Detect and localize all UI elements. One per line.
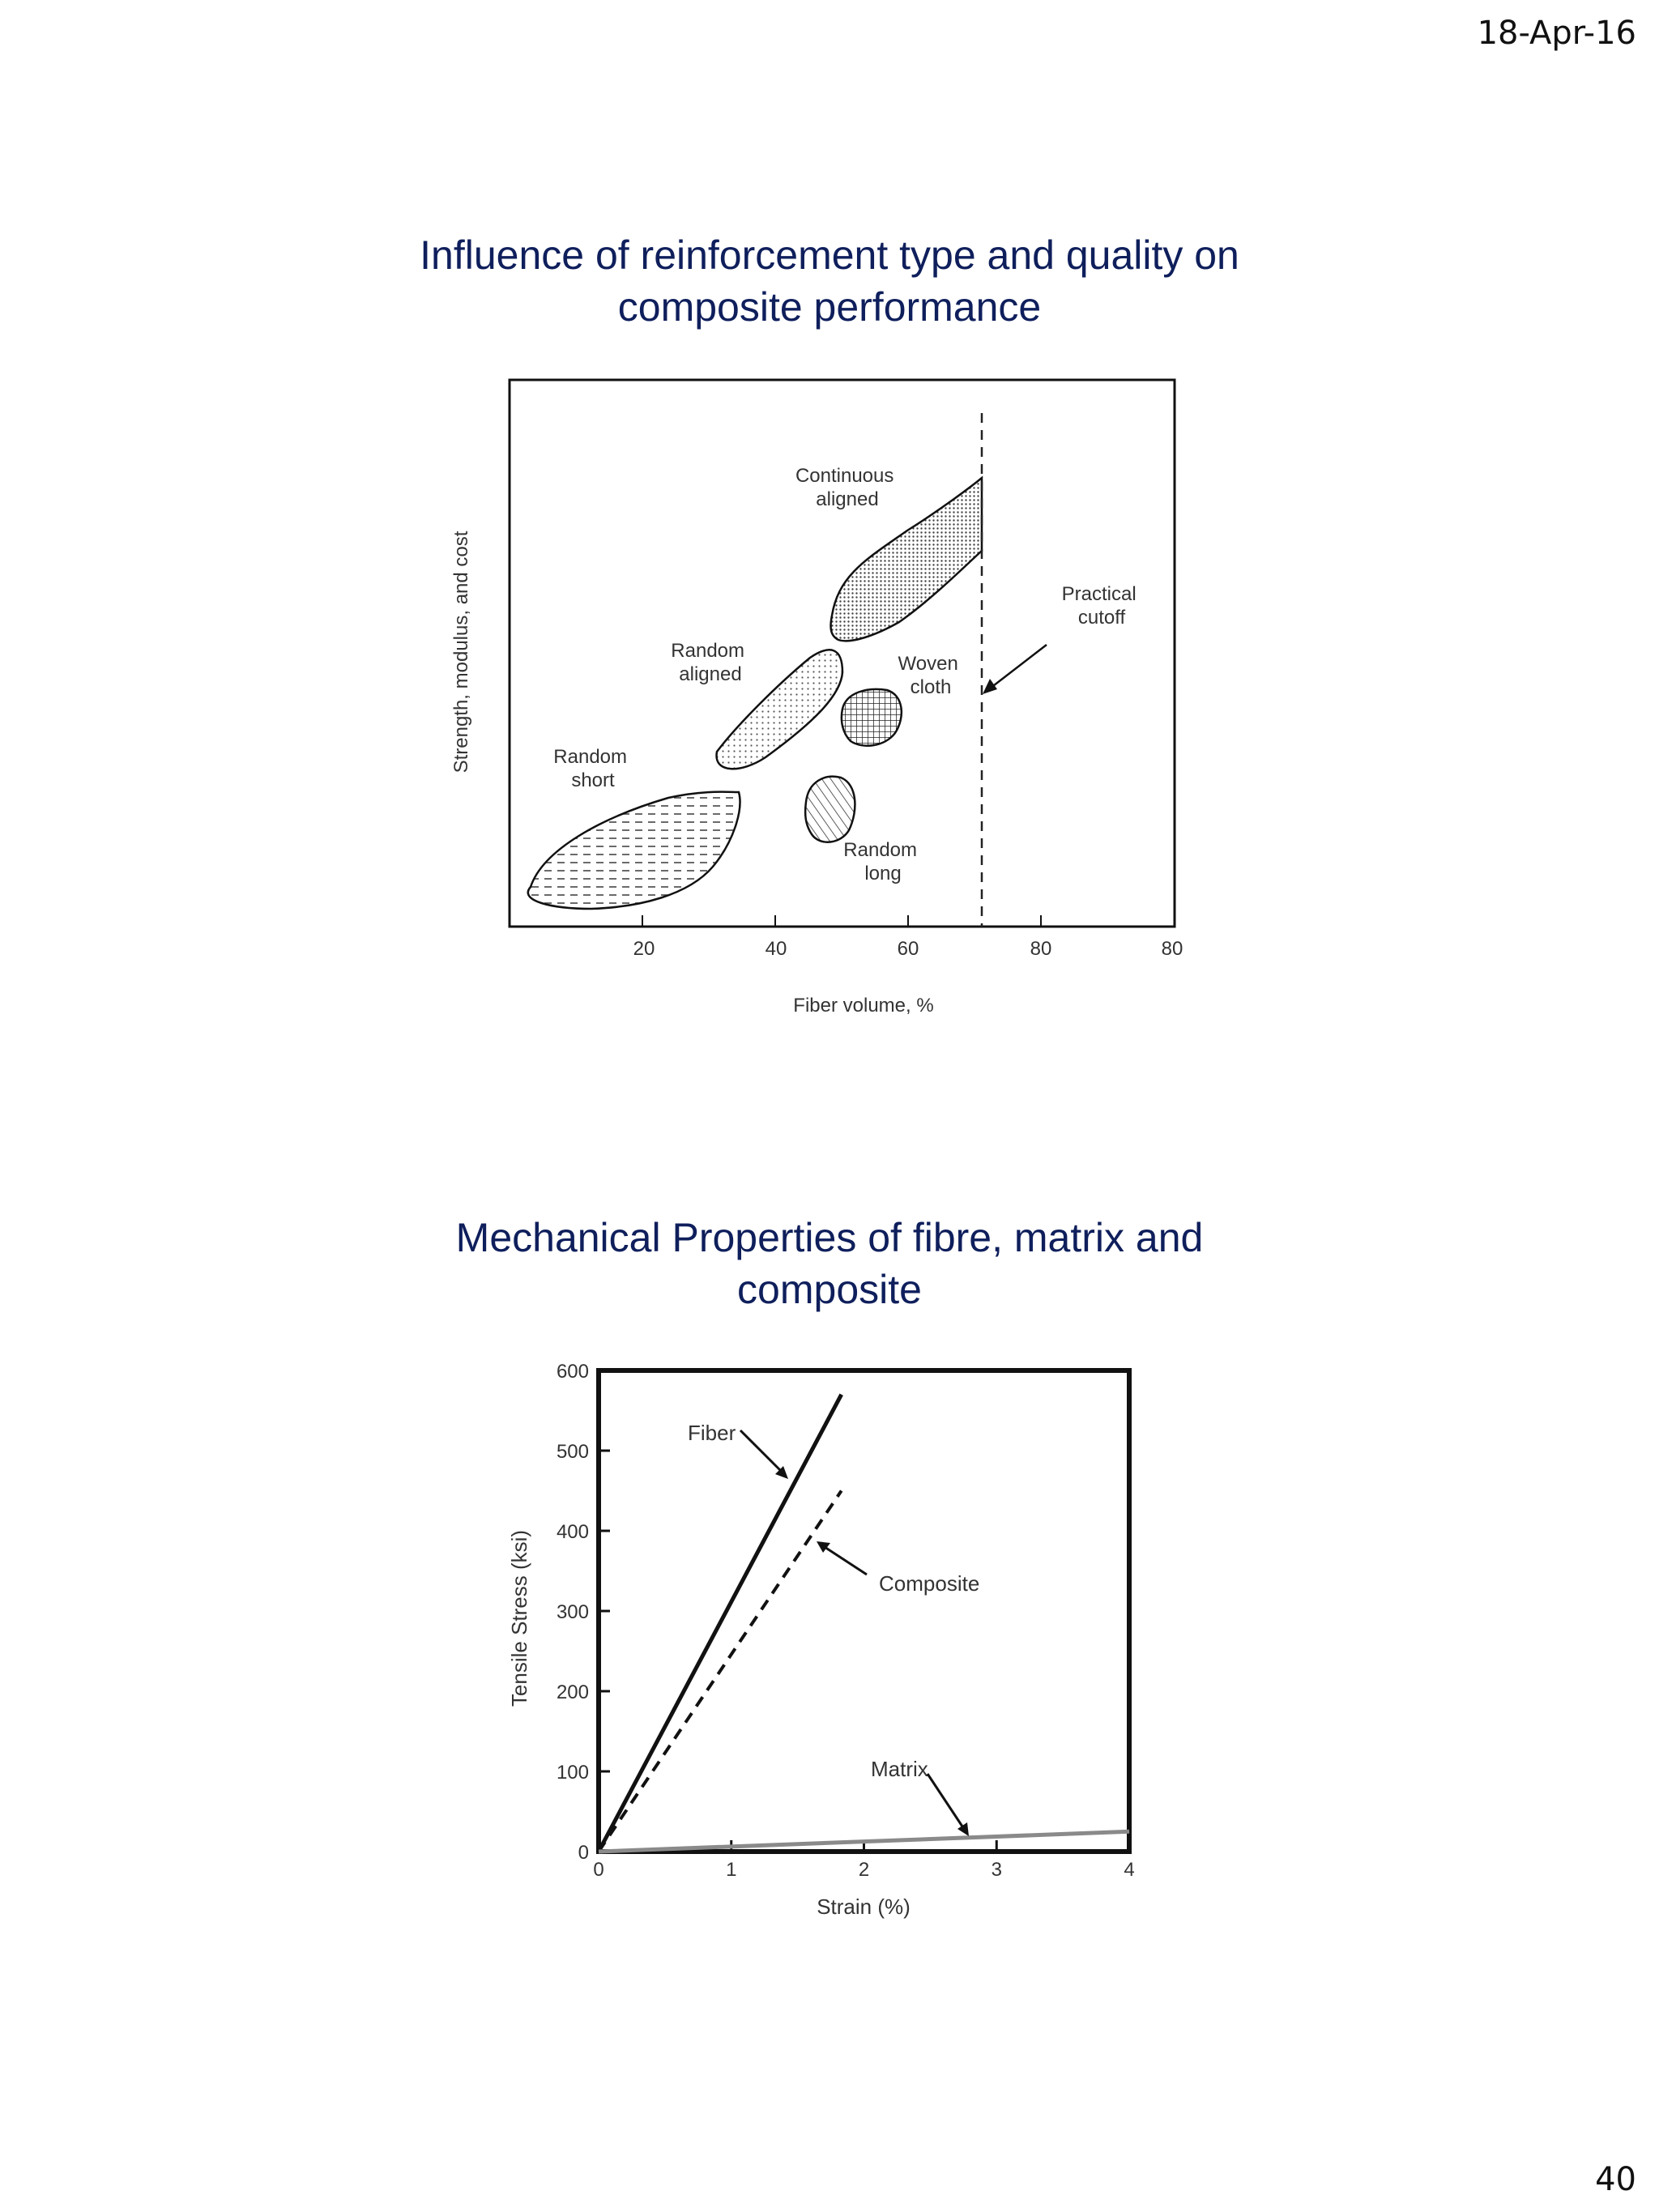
y-tick-label: 400	[557, 1521, 589, 1543]
y-axis-label: Strength, modulus, and cost	[450, 531, 472, 773]
cutoff-arrow	[989, 644, 1047, 689]
plot-frame	[596, 1368, 1132, 1854]
y-tick-label: 300	[557, 1601, 589, 1623]
label-continuous-aligned: Continuous aligned	[795, 465, 899, 510]
region-random-aligned	[715, 649, 844, 770]
x-ticks: 0 1 2 3 4	[593, 1840, 1135, 1881]
slide-title-mechanical-properties: Mechanical Properties of fibre, matrix a…	[0, 1212, 1659, 1315]
title-line: composite performance	[617, 284, 1042, 330]
header-date: 18-Apr-16	[1477, 15, 1636, 52]
fiber-arrow	[739, 1429, 784, 1474]
x-tick-label: 4	[1124, 1859, 1134, 1881]
slide-title-reinforcement: Influence of reinforcement type and qual…	[0, 229, 1659, 333]
title-line: Mechanical Properties of fibre, matrix a…	[455, 1215, 1204, 1260]
label-random-aligned: Random aligned	[671, 640, 749, 685]
y-tick-label: 500	[557, 1441, 589, 1463]
x-tick-label: 20	[633, 938, 655, 960]
x-tick-label: 80	[1162, 938, 1183, 960]
x-axis-label: Fiber volume, %	[793, 995, 933, 1016]
composite-arrow	[824, 1545, 868, 1576]
series-matrix-line	[598, 1829, 1130, 1854]
region-woven-cloth	[840, 688, 903, 747]
title-line: composite	[737, 1267, 922, 1312]
region-random-short	[527, 791, 741, 910]
series-fiber-line	[596, 1393, 843, 1853]
cutoff-arrowhead	[983, 679, 997, 694]
y-tick-label: 600	[557, 1361, 589, 1383]
x-tick-label: 60	[898, 938, 919, 960]
x-tick-label: 0	[593, 1859, 603, 1881]
x-ticks	[642, 915, 1042, 927]
region-random-long	[804, 775, 856, 843]
x-tick-label: 1	[726, 1859, 736, 1881]
fiber-arrowhead	[775, 1466, 788, 1479]
y-axis-label: Tensile Stress (ksi)	[507, 1530, 531, 1707]
label-random-short: Random short	[553, 746, 632, 791]
label-matrix: Matrix	[871, 1757, 928, 1781]
y-tick-label: 0	[578, 1842, 589, 1864]
composite-arrowhead	[817, 1541, 830, 1553]
region-continuous-aligned	[830, 475, 983, 642]
y-ticks: 0 100 200 300 400 500 600	[557, 1361, 610, 1864]
y-tick-label: 200	[557, 1681, 589, 1703]
series-layer	[596, 1393, 1130, 1854]
label-practical-cutoff: Practical cutoff	[1062, 583, 1142, 629]
x-tick-label: 3	[992, 1859, 1002, 1881]
label-woven-cloth: Woven cloth	[898, 653, 964, 698]
title-line: Influence of reinforcement type and qual…	[420, 232, 1239, 278]
x-tick-label: 2	[859, 1859, 869, 1881]
x-tick-label: 40	[766, 938, 787, 960]
label-composite: Composite	[879, 1571, 979, 1596]
matrix-arrow	[926, 1773, 966, 1830]
label-random-long: Random long	[843, 839, 922, 884]
matrix-arrowhead	[957, 1822, 969, 1836]
label-fiber: Fiber	[688, 1421, 736, 1445]
y-tick-label: 100	[557, 1762, 589, 1784]
x-axis-label: Strain (%)	[817, 1894, 911, 1919]
series-composite-line	[597, 1490, 843, 1853]
page-number: 40	[1595, 2161, 1636, 2198]
x-tick-label: 80	[1030, 938, 1052, 960]
reinforcement-chart: Continuous aligned Practical cutoff Rand…	[450, 378, 1183, 1016]
